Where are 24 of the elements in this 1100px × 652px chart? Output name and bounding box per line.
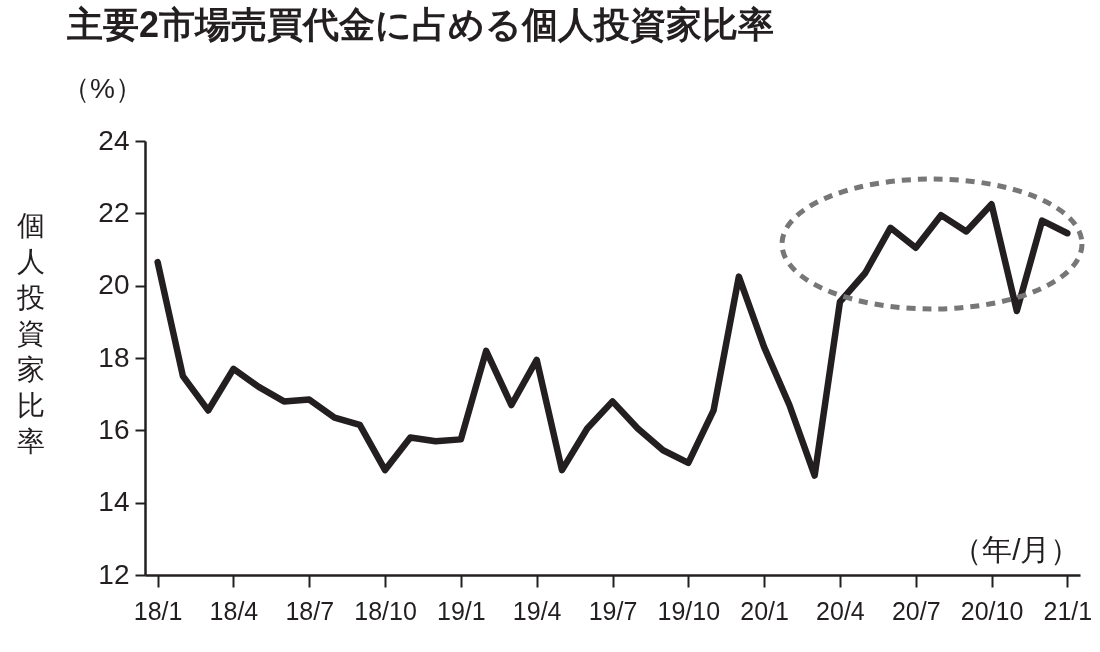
x-tick-label: 19/4 (512, 596, 562, 625)
x-tick-label: 21/1 (1043, 596, 1093, 625)
y-tick-label: 22 (98, 196, 130, 228)
x-tick-label: 18/7 (285, 596, 335, 625)
text: （%） (62, 72, 143, 106)
y-tick-label: 16 (98, 413, 130, 445)
y-tick-label: 24 (98, 124, 130, 156)
y-tick-label: 18 (98, 341, 130, 373)
x-tick-label: 18/10 (354, 596, 417, 625)
x-tick-label: 19/7 (588, 596, 638, 625)
x-axis-title: （年/月） (952, 532, 1081, 566)
x-tick-label: 20/10 (960, 596, 1024, 625)
chart-title: 主要2市場売買代金に占める個人投資家比率 (67, 4, 775, 45)
x-tick-label: 19/1 (437, 596, 486, 625)
y-tick-label: 20 (98, 269, 130, 301)
x-tick-label: 19/10 (657, 596, 721, 625)
x-tick-label: 20/1 (740, 596, 789, 625)
x-tick-label: 18/4 (209, 596, 259, 625)
y-tick-label: 12 (98, 558, 130, 590)
x-tick-label: 20/4 (816, 596, 865, 625)
x-tick-label: 18/1 (133, 596, 183, 625)
x-tick-label: 20/7 (891, 596, 941, 625)
y-tick-label: 14 (98, 486, 130, 518)
y-axis-title: 個人投資家比率 (15, 209, 45, 457)
